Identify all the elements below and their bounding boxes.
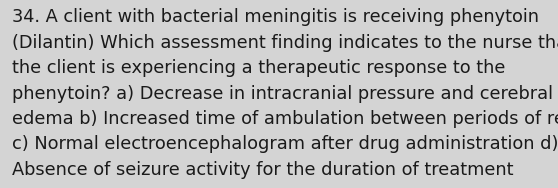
Text: 34. A client with bacterial meningitis is receiving phenytoin: 34. A client with bacterial meningitis i… [12,8,539,27]
Text: (Dilantin) Which assessment finding indicates to the nurse that: (Dilantin) Which assessment finding indi… [12,34,558,52]
Text: edema b) Increased time of ambulation between periods of rest: edema b) Increased time of ambulation be… [12,110,558,128]
Text: Absence of seizure activity for the duration of treatment: Absence of seizure activity for the dura… [12,161,514,179]
Text: phenytoin? a) Decrease in intracranial pressure and cerebral: phenytoin? a) Decrease in intracranial p… [12,85,554,103]
Text: c) Normal electroencephalogram after drug administration d): c) Normal electroencephalogram after dru… [12,135,558,153]
Text: the client is experiencing a therapeutic response to the: the client is experiencing a therapeutic… [12,59,506,77]
